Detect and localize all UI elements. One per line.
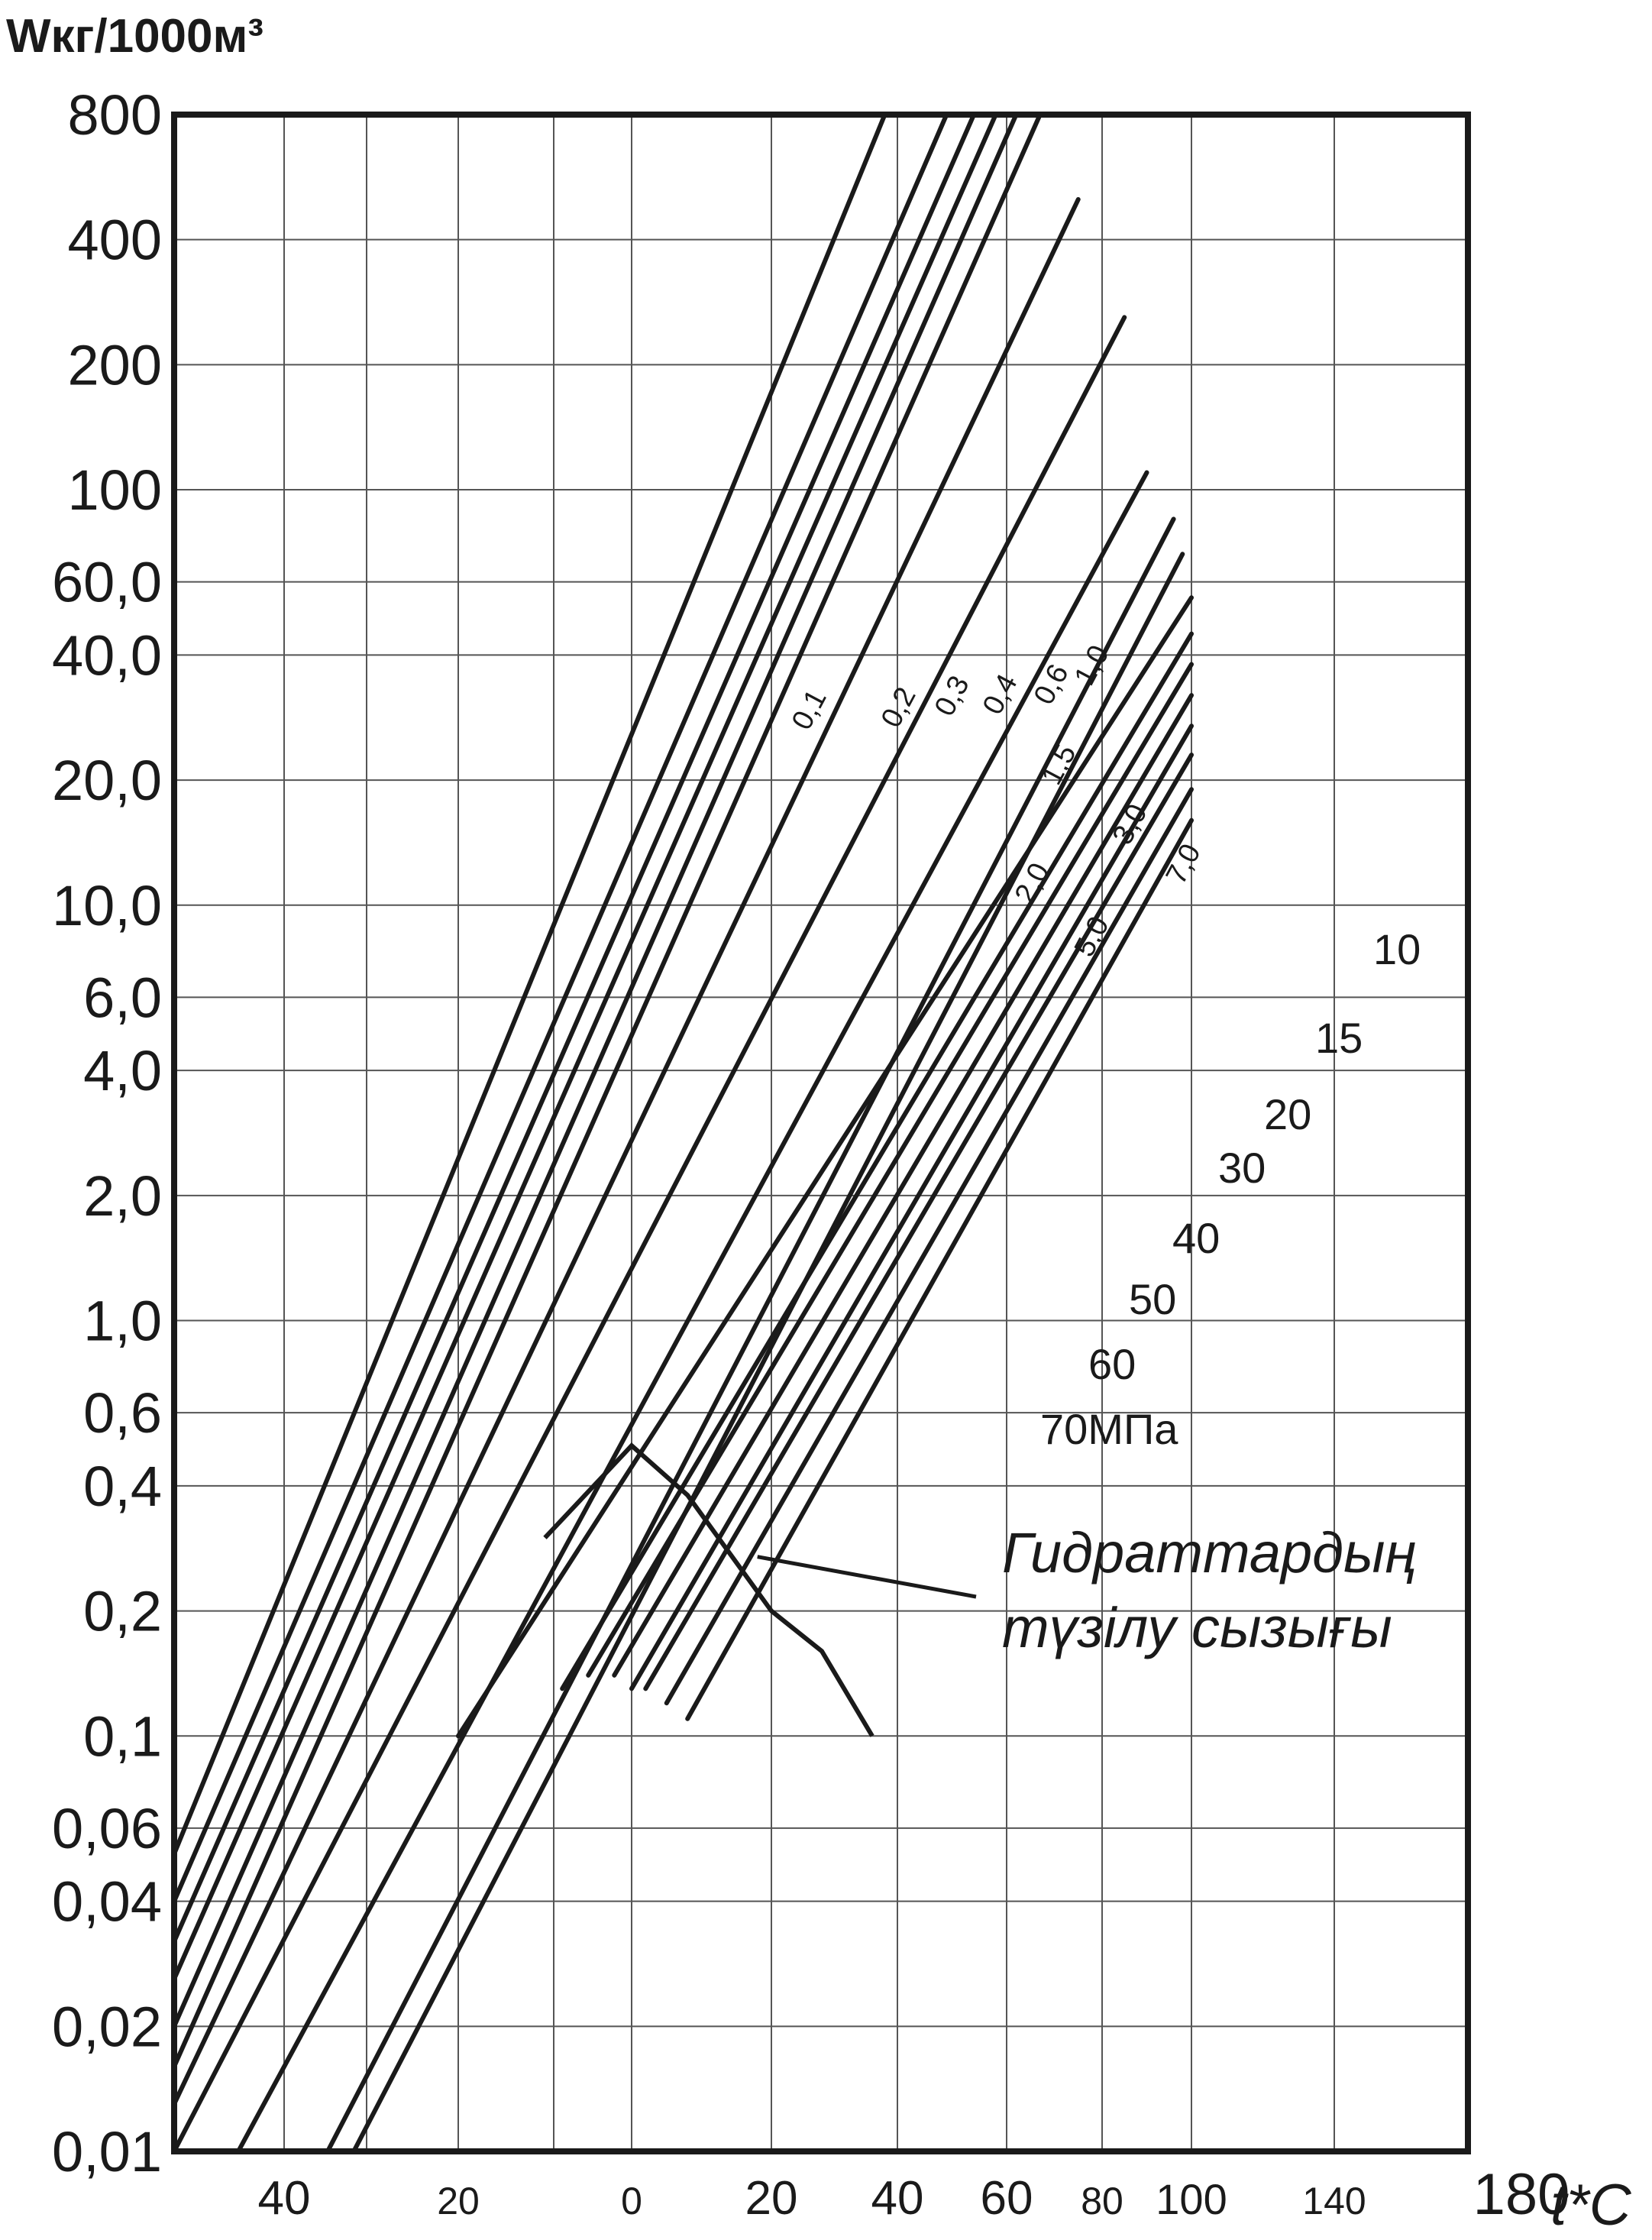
pressure-label: 40	[1172, 1214, 1220, 1262]
x-tick-label: 40	[258, 2172, 311, 2225]
pressure-label: 70МПа	[1040, 1405, 1178, 1453]
curve-1,0	[172, 112, 1043, 2070]
chart-title: Wкг/1000м³	[6, 10, 263, 63]
curve-30	[612, 693, 1194, 1678]
curve-2,0	[172, 315, 1127, 2154]
y-tick-label: 0,1	[83, 1704, 162, 1768]
y-tick-label: 40,0	[52, 623, 162, 687]
curve-5,0	[325, 516, 1176, 2154]
curve-10	[456, 595, 1194, 1739]
curves	[172, 112, 1194, 2154]
y-tick-label: 60,0	[52, 551, 162, 614]
curve-3,0	[236, 470, 1149, 2154]
x-tick-label: 100	[1156, 2175, 1227, 2223]
curve-50	[643, 753, 1194, 1691]
hydrate-leader-line	[757, 1555, 977, 1599]
y-tick-label: 0,4	[83, 1455, 162, 1518]
curve-40	[629, 723, 1194, 1691]
x-tick-label: 180	[1473, 2162, 1570, 2227]
x-tick-label: 20	[437, 2180, 480, 2222]
curve-70МПа	[685, 817, 1194, 1721]
y-tick-label: 100	[68, 458, 162, 522]
curve-20	[586, 662, 1194, 1678]
pressure-label: 10	[1373, 925, 1421, 973]
x-tick-label: 40	[871, 2172, 924, 2225]
y-tick-label: 200	[68, 333, 162, 397]
curve-0,2	[172, 112, 949, 1904]
y-tick-label: 0,04	[52, 1870, 162, 1934]
pressure-label: 1,5	[1036, 740, 1083, 790]
curve-0,4	[172, 112, 998, 1982]
pressure-label: 50	[1129, 1275, 1176, 1323]
curve-15	[560, 631, 1194, 1691]
x-tick-label: 60	[981, 2172, 1033, 2225]
y-tick-label: 400	[68, 209, 162, 272]
x-tick-label: 140	[1302, 2180, 1366, 2222]
x-tick-label: 0	[621, 2180, 642, 2222]
curve-0,6	[172, 112, 1019, 2029]
y-tick-label: 0,02	[52, 1995, 162, 2058]
curve-0,1	[172, 112, 887, 1856]
pressure-label: 60	[1088, 1340, 1136, 1388]
pressure-label: 15	[1315, 1014, 1363, 1062]
pressure-label: 30	[1218, 1144, 1266, 1192]
pressure-label: 7,0	[1160, 839, 1207, 889]
hydrate-annotation-line1: Гидраттардың	[1002, 1521, 1416, 1585]
curve-60	[664, 787, 1194, 1706]
y-tick-label: 0,06	[52, 1797, 162, 1860]
x-axis-labels: 40 20 0 20 40 60 80 100 140 180	[258, 2162, 1570, 2227]
pressure-label: 0,6	[1028, 659, 1075, 710]
y-tick-label: 2,0	[83, 1164, 162, 1228]
pressure-label: 20	[1264, 1090, 1311, 1138]
x-tick-label: 80	[1081, 2180, 1123, 2222]
plot-frame	[171, 112, 1471, 2154]
y-tick-label: 10,0	[52, 874, 162, 937]
y-tick-label: 4,0	[83, 1039, 162, 1102]
y-tick-label: 0,2	[83, 1580, 162, 1643]
x-axis-unit: t*C	[1550, 2173, 1632, 2238]
y-axis-labels: 800 400 200 100 60,0 40,0 20,0 10,0 6,0 4,0 2,0 1,0…	[52, 83, 162, 2183]
curve-0,3	[172, 112, 977, 1944]
y-tick-label: 6,0	[83, 966, 162, 1029]
curve-1,5	[172, 196, 1081, 2107]
curve-7,0	[351, 552, 1185, 2154]
plot-border	[171, 112, 1471, 2154]
y-tick-label: 20,0	[52, 749, 162, 812]
y-tick-label: 0,01	[52, 2120, 162, 2183]
y-tick-label: 1,0	[83, 1290, 162, 1353]
hydrate-annotation-line2: түзілу сызығы	[1002, 1596, 1392, 1659]
y-tick-label: 800	[68, 83, 162, 147]
y-tick-label: 0,6	[83, 1381, 162, 1445]
hydrate-curve	[543, 1442, 874, 1737]
x-tick-label: 20	[745, 2172, 798, 2225]
